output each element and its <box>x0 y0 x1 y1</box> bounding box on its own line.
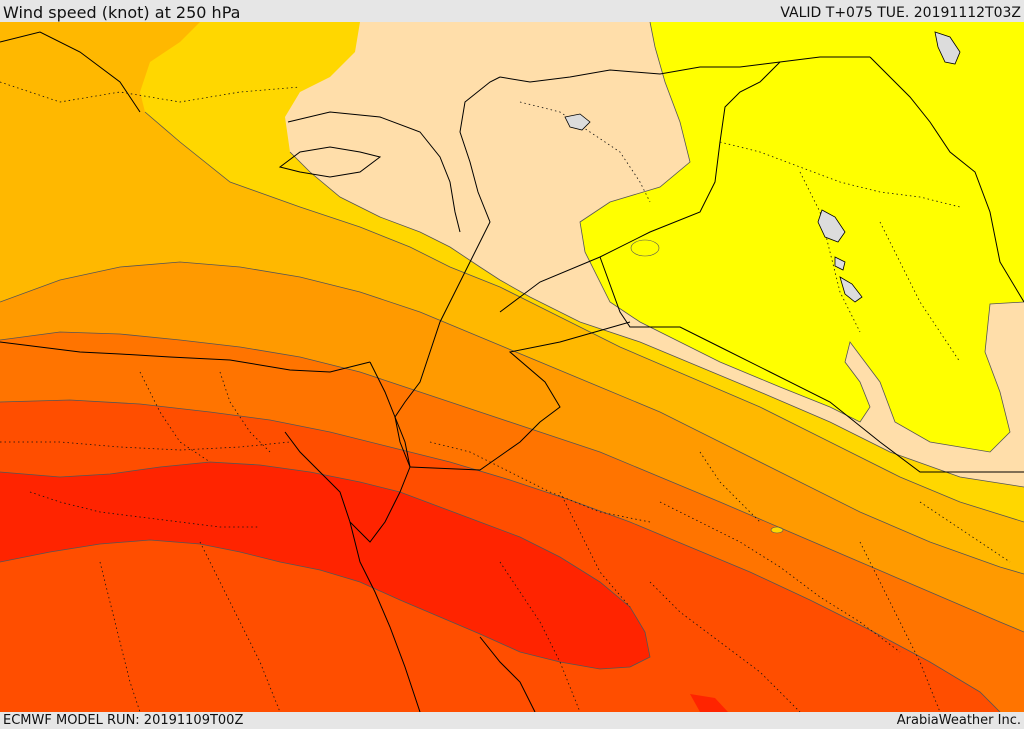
lake-tharthar <box>834 256 846 271</box>
lake-assad <box>564 113 591 131</box>
map-canvas <box>0 22 1024 712</box>
wind-band-2 <box>0 22 1024 452</box>
admin-boundaries <box>0 81 1011 712</box>
wind-speed-map <box>0 22 1024 712</box>
patch-east <box>630 239 660 257</box>
lake-urmia <box>934 31 961 65</box>
model-run-label: ECMWF MODEL RUN: 20191109T00Z <box>3 713 244 728</box>
map-title: Wind speed (knot) at 250 hPa <box>3 3 241 22</box>
credit-label: ArabiaWeather Inc. <box>896 713 1021 728</box>
country-borders <box>0 31 1024 712</box>
patch-red-sea <box>690 694 728 712</box>
wind-contours <box>0 22 1024 712</box>
footer-bar: ECMWF MODEL RUN: 20191109T00Z ArabiaWeat… <box>0 712 1024 729</box>
valid-time: VALID T+075 TUE. 20191112T03Z <box>780 5 1021 21</box>
lakes <box>564 31 961 303</box>
wind-band-2b <box>730 22 880 107</box>
wind-band-8 <box>0 462 650 669</box>
lake-hammar <box>839 276 863 303</box>
patch-south <box>770 526 784 534</box>
header-bar: Wind speed (knot) at 250 hPa VALID T+075… <box>0 0 1024 22</box>
lake-razaza <box>817 209 846 243</box>
